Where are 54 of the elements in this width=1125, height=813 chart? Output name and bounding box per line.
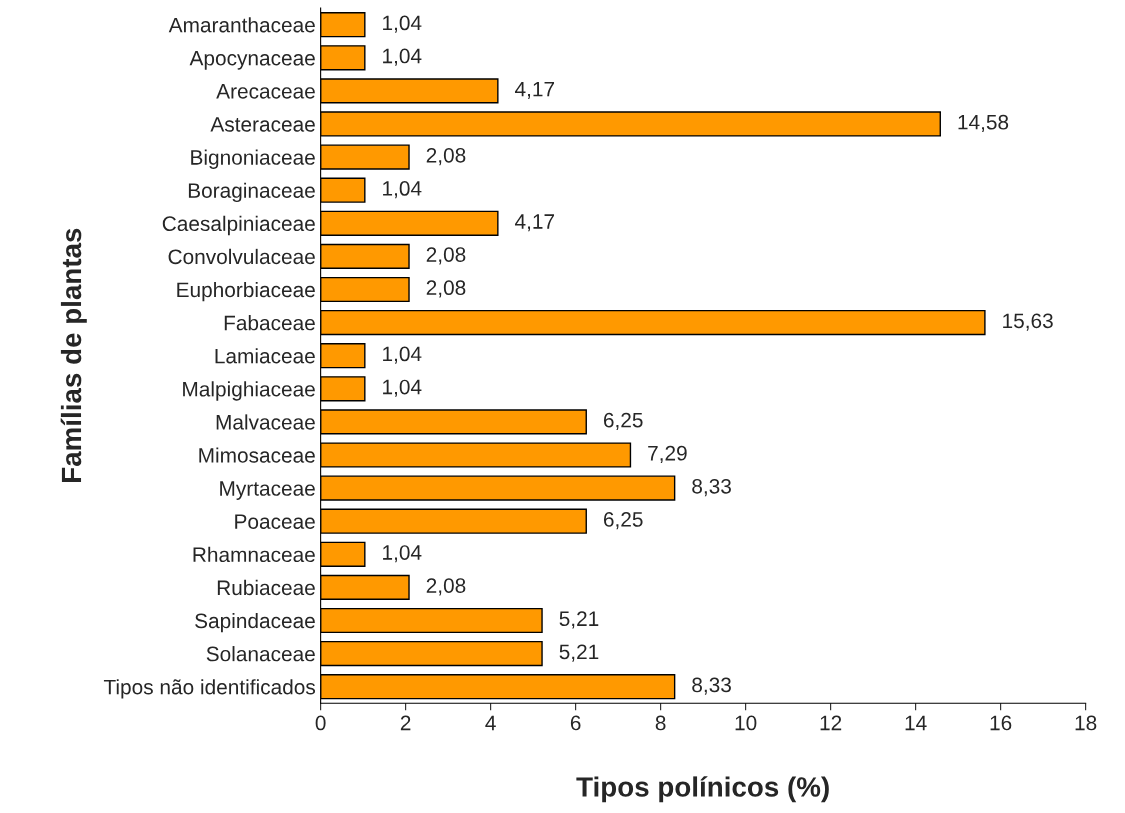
data-label: 1,04: [383, 48, 422, 66]
y-tick-label: Asteraceae: [210, 117, 315, 132]
y-tick-label: Apocynaceae: [189, 51, 315, 70]
data-label: 4,17: [515, 81, 555, 99]
y-tick-label: Lamiaceae: [215, 348, 315, 364]
y-tick-label: Malpighiaceae: [183, 381, 315, 401]
x-tick-label: 14: [905, 715, 927, 731]
data-label: 7,29: [648, 445, 687, 464]
data-label: 8,33: [692, 478, 731, 497]
x-tick-label: 18: [1075, 715, 1097, 731]
x-tick-label: 2: [400, 715, 411, 731]
x-tick-label: 16: [990, 715, 1012, 731]
y-tick-label: Sapindaceae: [195, 612, 315, 633]
x-tick-label: 10: [735, 715, 757, 731]
data-label: 2,08: [426, 578, 466, 596]
data-label: 1,04: [383, 346, 422, 364]
data-label: 8,33: [692, 677, 731, 695]
data-label: 5,21: [559, 611, 599, 629]
data-label: 6,25: [603, 512, 643, 530]
x-tick-label: 6: [570, 715, 581, 731]
y-tick-label: Mimosaceae: [199, 447, 315, 463]
data-label: 1,04: [383, 379, 422, 397]
y-tick-label: Euphorbiaceae: [177, 281, 315, 302]
data-label: 2,08: [426, 247, 466, 265]
y-tick-label: Myrtaceae: [220, 481, 315, 500]
data-label: 14,58: [958, 114, 1009, 133]
data-label: 5,21: [559, 644, 599, 662]
y-tick-label: Malvaceae: [216, 414, 315, 430]
y-tick-label: Poaceae: [235, 514, 315, 529]
y-tick-label: Caesalpiniaceae: [162, 215, 315, 236]
y-tick-label: Boraginaceae: [188, 182, 315, 203]
y-tick-label: Rhamnaceae: [193, 546, 315, 563]
y-tick-label: Tipos não identificados: [103, 679, 316, 699]
data-label: 4,17: [515, 214, 555, 232]
y-tick-label: Fabaceae: [224, 315, 315, 331]
data-label: 2,08: [426, 280, 466, 298]
data-label: 15,63: [1003, 313, 1053, 331]
y-axis-title: Famílias de plantas: [60, 228, 87, 482]
data-label: 1,04: [383, 545, 422, 563]
data-label: 2,08: [426, 147, 466, 166]
x-tick-label: 0: [315, 715, 326, 731]
y-tick-label: Rubiaceae: [217, 579, 315, 596]
data-label: 6,25: [603, 412, 643, 430]
x-axis-title: Tipos polínicos (%): [576, 776, 829, 803]
x-tick-label: 4: [485, 715, 496, 731]
data-label: 1,04: [383, 181, 422, 199]
y-tick-label: Bignoniaceae: [191, 149, 315, 169]
y-tick-label: Amaranthaceae: [168, 17, 315, 33]
y-tick-label: Arecaceae: [216, 84, 315, 99]
x-tick-label: 8: [655, 715, 666, 731]
y-tick-label: Solanaceae: [206, 646, 315, 662]
x-tick-label: 12: [820, 715, 842, 731]
y-tick-label: Convolvulaceae: [168, 248, 315, 265]
data-label: 1,04: [383, 15, 422, 33]
